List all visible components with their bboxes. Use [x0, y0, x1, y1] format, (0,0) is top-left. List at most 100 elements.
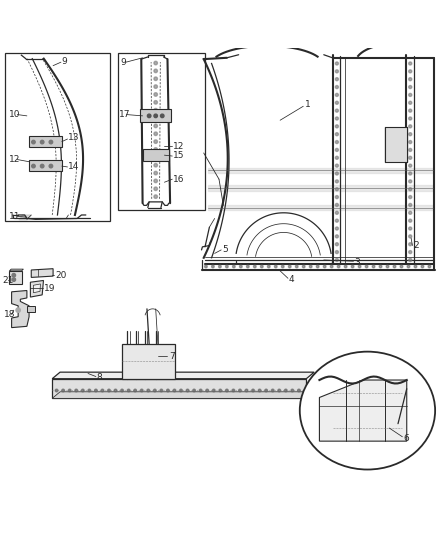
Circle shape — [330, 265, 333, 268]
Polygon shape — [52, 379, 306, 398]
Bar — [140, 109, 171, 123]
Circle shape — [336, 164, 339, 167]
Circle shape — [226, 265, 228, 268]
Text: 1: 1 — [304, 100, 311, 109]
Circle shape — [407, 265, 410, 268]
Circle shape — [409, 141, 412, 143]
Circle shape — [278, 389, 281, 392]
Circle shape — [245, 389, 248, 392]
Circle shape — [409, 125, 412, 128]
Text: 2: 2 — [413, 241, 419, 250]
Circle shape — [336, 196, 339, 199]
Circle shape — [154, 77, 157, 80]
Circle shape — [351, 265, 354, 268]
Circle shape — [212, 265, 214, 268]
Circle shape — [409, 219, 412, 222]
Circle shape — [336, 227, 339, 230]
Polygon shape — [27, 306, 35, 312]
Circle shape — [285, 389, 287, 392]
Circle shape — [199, 389, 202, 392]
Circle shape — [358, 265, 361, 268]
Text: 20: 20 — [55, 271, 67, 280]
Circle shape — [154, 187, 157, 190]
Circle shape — [75, 389, 78, 392]
Circle shape — [62, 389, 64, 392]
Circle shape — [49, 164, 53, 168]
Circle shape — [160, 389, 162, 392]
Circle shape — [409, 211, 412, 214]
Circle shape — [121, 389, 124, 392]
Bar — [143, 149, 169, 161]
Text: 17: 17 — [119, 110, 130, 119]
Circle shape — [205, 265, 207, 268]
Circle shape — [186, 389, 189, 392]
Circle shape — [336, 156, 339, 159]
Circle shape — [134, 389, 137, 392]
Circle shape — [268, 265, 270, 268]
Circle shape — [336, 93, 339, 96]
Circle shape — [409, 235, 412, 238]
Circle shape — [127, 389, 130, 392]
Polygon shape — [52, 372, 314, 379]
Circle shape — [428, 265, 431, 268]
Circle shape — [336, 78, 339, 80]
Polygon shape — [319, 380, 407, 441]
Circle shape — [226, 389, 228, 392]
Circle shape — [365, 265, 368, 268]
Circle shape — [393, 265, 396, 268]
Circle shape — [336, 117, 339, 120]
Circle shape — [409, 93, 412, 96]
Text: 13: 13 — [68, 133, 80, 142]
Circle shape — [336, 251, 339, 254]
Circle shape — [275, 265, 277, 268]
Text: 4: 4 — [289, 275, 294, 284]
Circle shape — [81, 389, 84, 392]
Circle shape — [409, 117, 412, 120]
Circle shape — [154, 179, 157, 183]
Text: 5: 5 — [222, 245, 228, 254]
Circle shape — [16, 308, 20, 312]
Circle shape — [288, 265, 291, 268]
Circle shape — [336, 204, 339, 206]
Circle shape — [154, 61, 157, 65]
Circle shape — [154, 108, 157, 112]
Text: 15: 15 — [173, 151, 185, 160]
Circle shape — [409, 78, 412, 80]
Circle shape — [336, 235, 339, 238]
Circle shape — [336, 133, 339, 136]
Circle shape — [302, 265, 305, 268]
Circle shape — [154, 124, 157, 128]
Polygon shape — [10, 271, 21, 284]
Circle shape — [409, 101, 412, 104]
Circle shape — [55, 389, 58, 392]
Polygon shape — [19, 215, 31, 220]
Circle shape — [154, 116, 157, 120]
Text: 12: 12 — [173, 142, 184, 151]
Circle shape — [32, 140, 35, 144]
Circle shape — [336, 85, 339, 88]
Polygon shape — [30, 280, 43, 297]
Circle shape — [409, 85, 412, 88]
Circle shape — [88, 389, 91, 392]
Circle shape — [272, 389, 274, 392]
Text: 9: 9 — [62, 57, 67, 66]
Circle shape — [282, 265, 284, 268]
Circle shape — [372, 265, 375, 268]
Circle shape — [154, 148, 157, 151]
Circle shape — [254, 265, 256, 268]
Text: 10: 10 — [9, 110, 20, 119]
Text: 3: 3 — [354, 257, 360, 266]
Text: 21: 21 — [2, 277, 14, 285]
Circle shape — [336, 101, 339, 104]
Circle shape — [421, 265, 424, 268]
Circle shape — [409, 70, 412, 73]
Circle shape — [219, 265, 221, 268]
Circle shape — [12, 273, 15, 277]
Circle shape — [154, 69, 157, 72]
Circle shape — [261, 265, 263, 268]
Circle shape — [154, 85, 157, 88]
Circle shape — [291, 389, 293, 392]
Text: 9: 9 — [121, 58, 127, 67]
Circle shape — [212, 389, 215, 392]
Circle shape — [232, 389, 235, 392]
